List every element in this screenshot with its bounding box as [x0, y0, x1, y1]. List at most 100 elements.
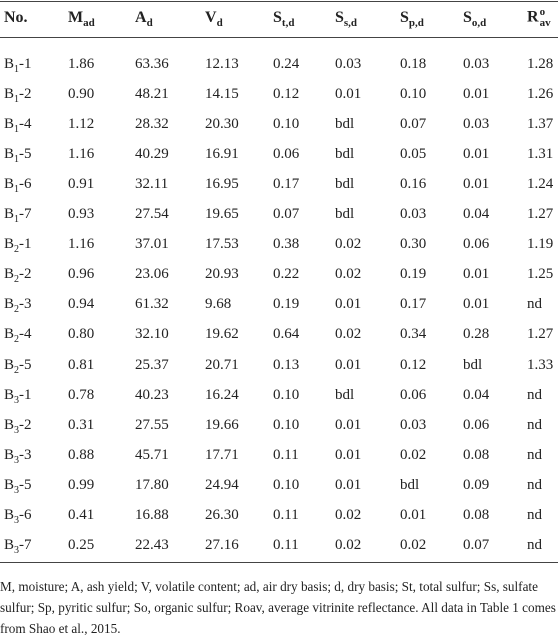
table-cell: 32.11	[135, 176, 169, 193]
table-cell: nd	[527, 416, 542, 433]
table-cell: 0.07	[463, 536, 490, 553]
table-cell: bdl	[335, 206, 355, 223]
table-cell: 0.80	[68, 326, 95, 343]
table-cell: 0.10	[400, 86, 427, 103]
header-main: S	[463, 9, 472, 26]
header-cell: Mad	[68, 8, 95, 29]
label-sub: 1	[14, 154, 20, 166]
table-cell: 0.03	[463, 116, 490, 133]
header-script: o av	[540, 7, 551, 29]
table-cell: 0.25	[68, 536, 95, 553]
header-cell: So,d	[463, 8, 486, 29]
header-cell: Sp,d	[400, 8, 424, 30]
table-cell: 63.36	[135, 56, 169, 72]
table-cell: 0.02	[335, 236, 362, 253]
table-cell: 1.27	[527, 206, 554, 223]
bottom-rule	[0, 562, 558, 563]
table-cell: 1.27	[527, 326, 554, 343]
table-cell: 0.06	[273, 146, 300, 163]
table-cell: nd	[527, 446, 542, 463]
table-cell: 27.54	[135, 206, 169, 223]
label-rest: -7	[19, 206, 32, 223]
table-cell: 20.30	[205, 116, 239, 133]
header-sub: d	[216, 17, 223, 30]
label-main: B	[4, 416, 15, 433]
table-cell: 0.19	[273, 296, 300, 313]
table-cell: 0.03	[400, 416, 427, 433]
table-cell: 0.17	[273, 176, 300, 193]
table-cell: 17.80	[135, 476, 169, 493]
header-sup: o	[539, 6, 546, 18]
label-main: B	[4, 506, 15, 523]
table-cell: nd	[527, 476, 542, 493]
table-cell: 0.19	[400, 266, 427, 283]
header-main: S	[273, 9, 282, 26]
label-rest: -1	[19, 386, 32, 403]
table-cell: 1.16	[68, 236, 95, 253]
table-cell: 0.04	[463, 386, 490, 403]
table-cell: 19.62	[205, 326, 239, 343]
table-cell: 23.06	[135, 266, 169, 283]
label-rest: -5	[19, 146, 32, 163]
table-cell: 0.78	[68, 386, 95, 403]
header-main: S	[335, 9, 344, 26]
table-cell: 1.26	[527, 86, 554, 103]
table-cell: 40.23	[135, 386, 169, 403]
table-cell: 22.43	[135, 536, 169, 553]
label-main: B	[4, 206, 15, 223]
row-label: B1-4	[4, 114, 32, 136]
table-cell: 0.94	[68, 296, 95, 313]
label-main: B	[4, 56, 15, 72]
table-cell: 1.24	[527, 176, 554, 193]
table-cell: 1.16	[68, 146, 95, 163]
label-sub: 2	[14, 334, 20, 346]
table-cell: 0.93	[68, 206, 95, 223]
table-cell: 1.19	[527, 236, 554, 253]
table-cell: 45.71	[135, 446, 169, 463]
table-cell: 0.01	[335, 356, 362, 373]
table-cell: bdl	[335, 116, 355, 133]
header-main: R	[527, 8, 539, 26]
table-cell: 0.81	[68, 356, 95, 373]
table-cell: 0.11	[273, 446, 299, 463]
label-sub: 1	[14, 124, 20, 136]
table-cell: 16.91	[205, 146, 239, 163]
table-cell: 0.06	[463, 416, 490, 433]
table-cell: 1.86	[68, 56, 95, 72]
row-label: B2-3	[4, 294, 32, 315]
header-rule	[0, 37, 558, 38]
row-label: B3-7	[4, 535, 32, 556]
header-main: A	[135, 9, 147, 26]
header-sub: p,d	[408, 17, 424, 30]
label-sub: 3	[14, 454, 20, 466]
label-main: B	[4, 536, 15, 553]
table-cell: nd	[527, 536, 542, 553]
table-cell: 0.01	[463, 266, 490, 283]
table-cell: 19.65	[205, 206, 239, 223]
header-cell: St,d	[273, 8, 294, 29]
table-cell: 1.28	[527, 56, 554, 72]
table-cell: 0.01	[335, 296, 362, 313]
table-cell: 37.01	[135, 236, 169, 253]
table-cell: 1.33	[527, 356, 554, 373]
table-cell: 0.02	[335, 326, 362, 343]
table-cell: 0.91	[68, 176, 95, 193]
table-cell: 0.03	[463, 56, 490, 72]
table-cell: 0.01	[335, 446, 362, 463]
table-cell: 0.90	[68, 86, 95, 103]
label-sub: 2	[14, 274, 20, 286]
table-cell: 0.02	[335, 536, 362, 553]
table-cell: 0.99	[68, 476, 95, 493]
table-cell: 0.04	[463, 206, 490, 223]
table-cell: 0.12	[273, 86, 300, 103]
label-sub: 3	[14, 394, 20, 406]
label-main: B	[4, 116, 15, 133]
table-cell: nd	[527, 296, 542, 313]
table-cell: bdl	[335, 386, 355, 403]
header-cell: Ad	[135, 8, 153, 29]
table-cell: 27.55	[135, 416, 169, 433]
table-cell: 16.95	[205, 176, 239, 193]
table-cell: 0.11	[273, 506, 299, 523]
